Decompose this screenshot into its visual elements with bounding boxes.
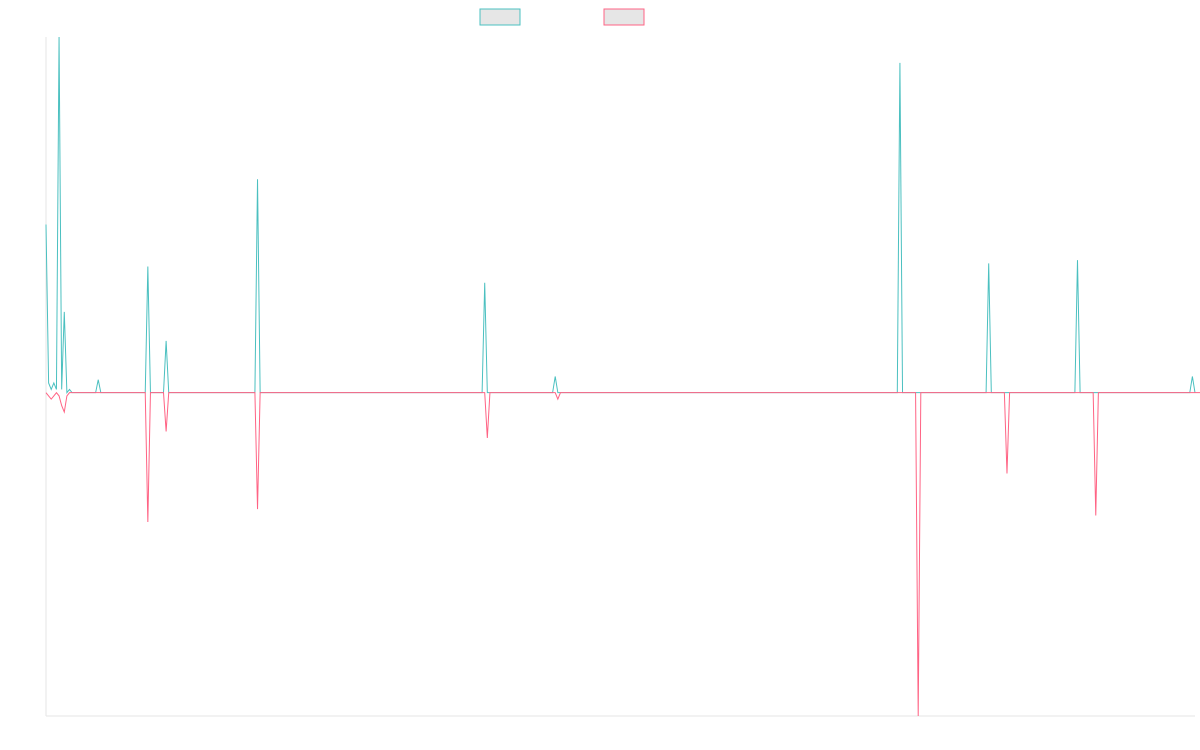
legend-swatch-1[interactable] (479, 8, 521, 26)
series-line-2 (45, 391, 1200, 717)
legend[interactable] (479, 8, 645, 26)
axes (45, 37, 1195, 717)
legend-swatch-2[interactable] (603, 8, 645, 26)
series-layer (45, 36, 1200, 717)
series-line-1 (45, 36, 1196, 395)
